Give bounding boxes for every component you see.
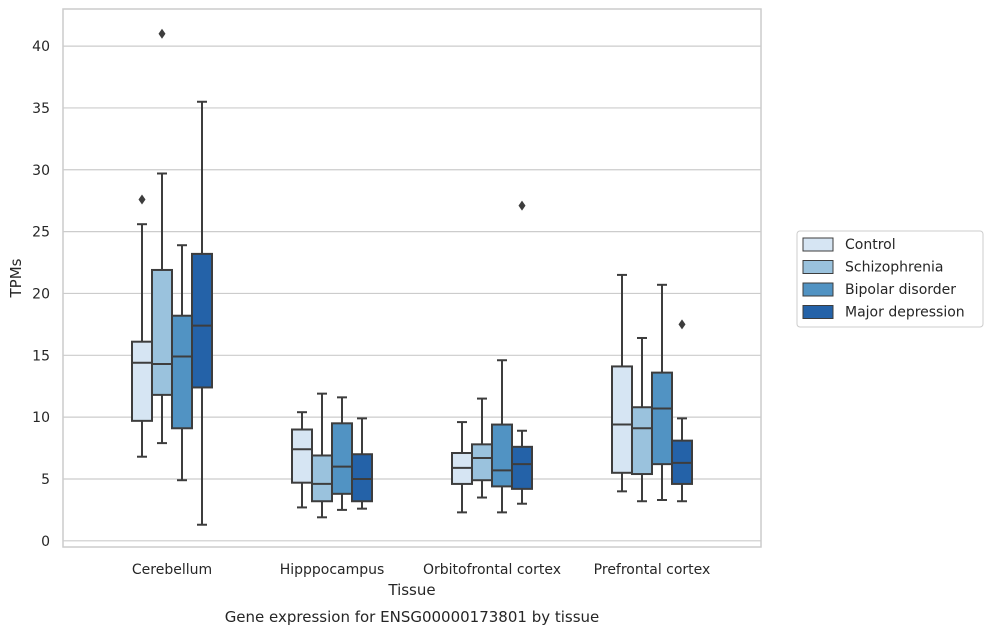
box-bipolar-disorder: [491, 359, 513, 514]
x-tick-label: Prefrontal cortex: [594, 562, 711, 578]
y-tick-label: 5: [41, 472, 50, 488]
y-tick-label: 15: [32, 348, 50, 364]
outlier-point: [518, 200, 526, 211]
box-groups: [131, 28, 693, 526]
legend-swatch: [802, 282, 834, 297]
box-bipolar-disorder: [651, 283, 673, 502]
box-iqr: [291, 428, 313, 484]
box-schizophrenia: [311, 392, 333, 519]
legend-label: Major depression: [845, 305, 965, 321]
box-iqr: [171, 314, 193, 430]
box-iqr: [491, 423, 513, 488]
y-tick-label: 40: [32, 39, 50, 55]
box-iqr: [351, 453, 373, 503]
box-control: [451, 421, 473, 514]
y-tick-label: 0: [41, 534, 50, 550]
y-tick-label: 20: [32, 286, 50, 302]
y-tick-label: 10: [32, 410, 50, 426]
y-axis-label: TPMs: [7, 258, 25, 298]
x-tick-label: Orbitofrontal cortex: [423, 562, 561, 578]
legend-label: Schizophrenia: [845, 260, 943, 276]
x-axis-ticks: Cerebellum Hipppocampus Orbitofrontal cort…: [132, 562, 710, 578]
box-major-depression: [191, 100, 213, 526]
box-control: [291, 411, 313, 509]
legend-label: Bipolar disorder: [845, 282, 956, 298]
y-tick-label: 30: [32, 163, 50, 179]
box-iqr: [151, 268, 173, 396]
box-iqr: [131, 340, 153, 422]
box-major-depression: [671, 319, 693, 503]
box-iqr: [471, 443, 493, 482]
y-axis-ticks: 0 5 10 15 20 25 30 35 40: [32, 39, 50, 550]
chart-caption: Gene expression for ENSG00000173801 by t…: [225, 608, 600, 626]
box-control: [611, 273, 633, 493]
box-iqr: [631, 406, 653, 476]
y-tick-label: 35: [32, 101, 50, 117]
box-iqr: [191, 252, 213, 389]
box-iqr: [611, 365, 633, 474]
legend-swatch: [802, 305, 834, 319]
outlier-point: [138, 194, 146, 205]
outlier-point: [158, 28, 166, 39]
box-major-depression: [351, 417, 373, 510]
legend-swatch: [802, 237, 834, 252]
legend: Control Schizophrenia Bipolar disorder Majo…: [796, 230, 984, 328]
box-schizophrenia: [151, 28, 173, 445]
plot-frame: [62, 8, 762, 548]
legend-swatch: [802, 260, 834, 274]
box-iqr: [311, 454, 333, 503]
box-iqr: [331, 422, 353, 495]
box-iqr: [651, 371, 673, 466]
outlier-point: [678, 319, 686, 330]
x-tick-label: Cerebellum: [132, 562, 212, 578]
x-tick-label: Hipppocampus: [280, 562, 385, 578]
legend-label: Control: [845, 237, 896, 253]
x-axis-label: Tissue: [387, 581, 435, 599]
box-iqr: [511, 445, 533, 490]
legend-frame: [796, 230, 984, 328]
y-tick-label: 25: [32, 225, 50, 241]
box-major-depression: [511, 200, 533, 505]
